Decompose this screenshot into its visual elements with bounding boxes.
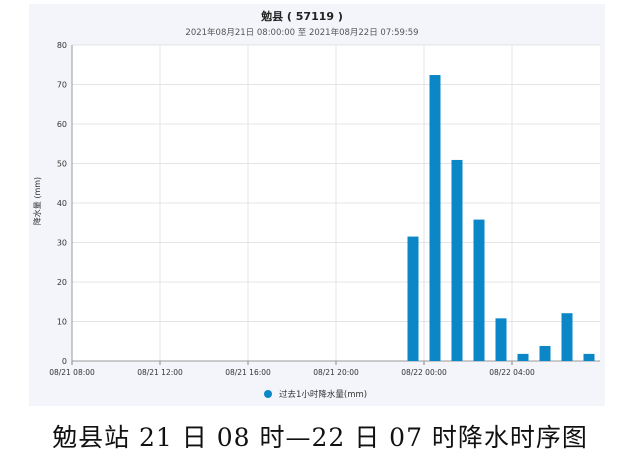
legend-label: 过去1小时降水量(mm) xyxy=(279,389,367,400)
bar[interactable] xyxy=(407,236,419,361)
bar[interactable] xyxy=(517,353,529,361)
bar[interactable] xyxy=(495,318,507,361)
x-tick-label: 08/21 20:00 xyxy=(313,368,359,377)
legend-marker xyxy=(264,390,272,398)
y-tick-label: 30 xyxy=(57,239,67,248)
precipitation-chart: 勉县 ( 57119 ) 2021年08月21日 08:00:00 至 2021… xyxy=(32,9,600,400)
chart-subtitle: 2021年08月21日 08:00:00 至 2021年08月22日 07:59… xyxy=(185,27,418,38)
x-tick-label: 08/21 12:00 xyxy=(137,368,183,377)
y-tick-label: 70 xyxy=(57,81,67,90)
bar[interactable] xyxy=(473,219,485,361)
x-tick-label: 08/22 00:00 xyxy=(401,368,447,377)
y-axis-label: 降水量 (mm) xyxy=(32,177,42,225)
y-tick-label: 20 xyxy=(57,278,67,287)
figure-caption: 勉县站 21 日 08 时—22 日 07 时降水时序图 xyxy=(52,423,588,452)
y-tick-label: 80 xyxy=(57,41,67,50)
bar[interactable] xyxy=(583,353,595,361)
y-tick-label: 40 xyxy=(57,199,67,208)
x-tick-label: 08/21 16:00 xyxy=(225,368,271,377)
legend[interactable]: 过去1小时降水量(mm) xyxy=(264,389,367,400)
x-tick-label: 08/21 08:00 xyxy=(49,368,95,377)
chart-title: 勉县 ( 57119 ) xyxy=(260,9,343,23)
bar[interactable] xyxy=(539,345,551,361)
grid xyxy=(71,44,600,362)
y-tick-label: 50 xyxy=(57,160,67,169)
bar[interactable] xyxy=(561,313,573,361)
y-tick-label: 10 xyxy=(57,318,67,327)
bars xyxy=(407,75,595,362)
y-tick-label: 0 xyxy=(62,357,67,366)
y-tick-label: 60 xyxy=(57,120,67,129)
x-tick-label: 08/22 04:00 xyxy=(489,368,535,377)
bar[interactable] xyxy=(451,159,463,361)
bar[interactable] xyxy=(429,75,441,362)
axes: 0 10 20 30 40 50 60 70 80 08/21 08:00 08/21 12:00 0… xyxy=(49,41,600,377)
chart-panel: 勉县 ( 57119 ) 2021年08月21日 08:00:00 至 2021… xyxy=(29,4,605,406)
